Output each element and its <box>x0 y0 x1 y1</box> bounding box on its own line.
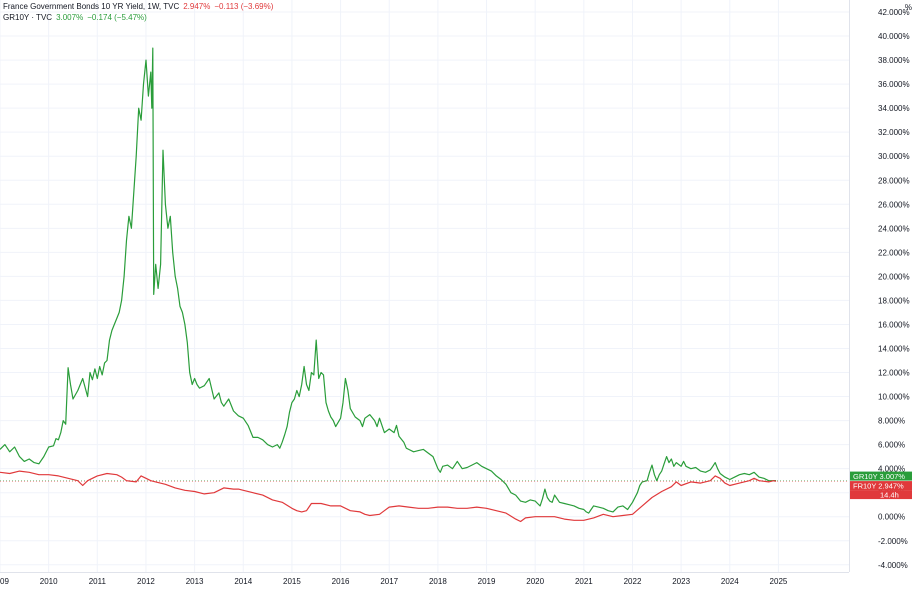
x-tick-label: 2013 <box>186 577 204 586</box>
y-tick-label: 10.000% <box>878 393 910 402</box>
legend-gr10y-title: GR10Y · TVC <box>3 13 53 22</box>
y-tick-label: 20.000% <box>878 272 910 281</box>
series-line-fr10y <box>0 470 777 523</box>
y-unit-label: % <box>904 3 912 12</box>
y-tick-label: -4.000% <box>878 561 908 570</box>
legend-fr10y-last: 2.947% <box>183 2 211 11</box>
x-tick-label: 2017 <box>380 577 398 586</box>
price-badge[interactable]: FR10Y 2.947% <box>850 481 912 490</box>
x-tick-label: 2025 <box>770 577 788 586</box>
price-badge-text: GR10Y 3.007% <box>853 472 905 481</box>
x-tick-label: 2016 <box>332 577 350 586</box>
y-tick-label: 18.000% <box>878 296 910 305</box>
y-tick-label: 34.000% <box>878 104 910 113</box>
grid-lines <box>0 0 849 572</box>
legend-fr10y-title: France Government Bonds 10 YR Yield, 1W,… <box>3 2 180 11</box>
price-badge-text: FR10Y 2.947% <box>853 481 904 490</box>
y-tick-label: 24.000% <box>878 224 910 233</box>
x-tick-label: 2009 <box>0 577 9 586</box>
y-tick-label: 22.000% <box>878 248 910 257</box>
y-tick-label: 8.000% <box>878 417 905 426</box>
x-tick-label: 2023 <box>672 577 690 586</box>
x-tick-label: 2012 <box>137 577 155 586</box>
y-tick-label: 4.000% <box>878 465 905 474</box>
x-tick-label: 2010 <box>40 577 58 586</box>
y-tick-label: 32.000% <box>878 128 910 137</box>
x-tick-label: 2024 <box>721 577 739 586</box>
price-badge-text: 14.4h <box>880 490 899 499</box>
y-tick-label: 12.000% <box>878 369 910 378</box>
price-badge-bg <box>850 490 912 500</box>
y-tick-label: 36.000% <box>878 80 910 89</box>
x-tick-label: 2018 <box>429 577 447 586</box>
y-tick-label: 28.000% <box>878 176 910 185</box>
legend-gr10y-last: 3.007% <box>56 13 84 22</box>
price-badge-bg <box>850 471 912 481</box>
x-tick-label: 2015 <box>283 577 301 586</box>
x-tick-label: 2022 <box>624 577 642 586</box>
y-tick-label: 38.000% <box>878 56 910 65</box>
y-tick-label: -2.000% <box>878 537 908 546</box>
legend-gr10y[interactable]: GR10Y · TVC 3.007% −0.174 (−5.47%) <box>3 13 147 22</box>
price-badge[interactable]: GR10Y 3.007% <box>850 471 912 481</box>
y-tick-label: 26.000% <box>878 200 910 209</box>
x-tick-label: 2011 <box>89 577 107 586</box>
y-tick-label: 16.000% <box>878 320 910 329</box>
legend-fr10y-change: −0.113 (−3.69%) <box>214 2 274 11</box>
x-tick-label: 2020 <box>526 577 544 586</box>
y-tick-label: 6.000% <box>878 441 905 450</box>
y-tick-label: 40.000% <box>878 32 910 41</box>
x-tick-label: 2019 <box>478 577 496 586</box>
price-badge-bg <box>850 481 912 491</box>
legend-fr10y[interactable]: France Government Bonds 10 YR Yield, 1W,… <box>3 2 273 11</box>
price-badge[interactable]: 14.4h <box>850 490 912 499</box>
y-tick-label: 42.000% <box>878 8 910 17</box>
legend-gr10y-change: −0.174 (−5.47%) <box>87 13 147 22</box>
y-tick-label: 14.000% <box>878 344 910 353</box>
y-tick-label: 0.000% <box>878 513 905 522</box>
y-tick-label: 30.000% <box>878 152 910 161</box>
x-tick-label: 2021 <box>575 577 593 586</box>
x-tick-label: 2014 <box>234 577 252 586</box>
series-line-gr10y <box>0 47 777 514</box>
